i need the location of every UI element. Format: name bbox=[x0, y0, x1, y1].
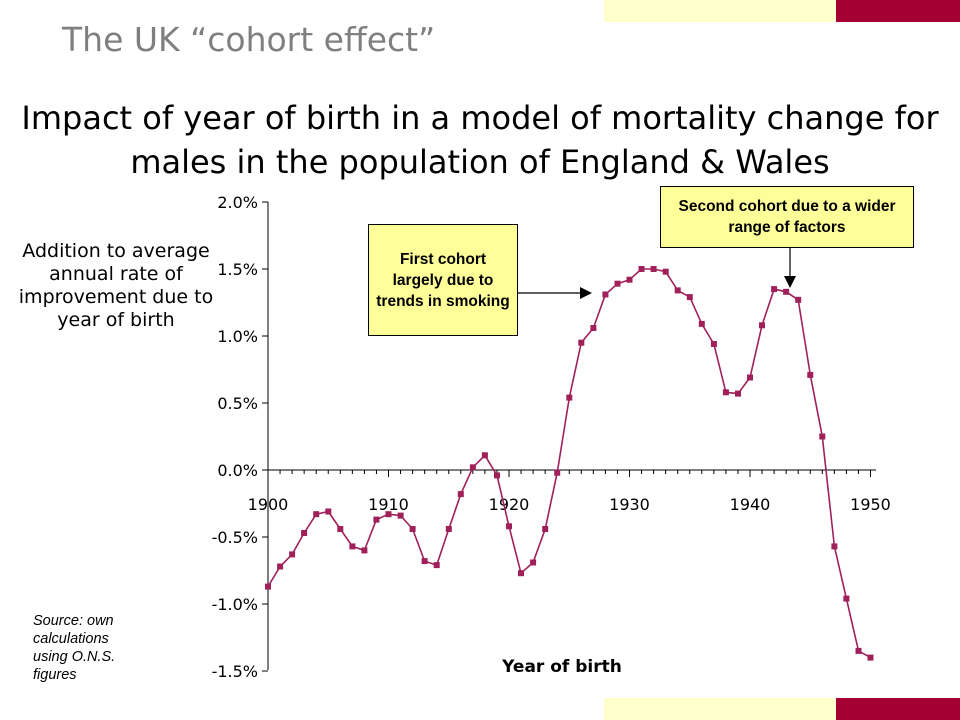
data-point bbox=[650, 266, 657, 272]
data-point bbox=[397, 512, 404, 519]
data-point bbox=[566, 394, 573, 401]
y-tick-label: 2.0% bbox=[217, 193, 258, 212]
data-point bbox=[674, 287, 681, 294]
data-point bbox=[578, 339, 585, 346]
decor-band-maroon-bottom bbox=[836, 698, 960, 720]
data-point bbox=[542, 526, 549, 532]
y-tick-label: -0.5% bbox=[212, 528, 258, 547]
data-point bbox=[686, 294, 693, 301]
data-point bbox=[313, 511, 320, 518]
series-cohort-effect bbox=[265, 266, 874, 661]
data-point bbox=[710, 341, 717, 347]
x-tick-label: 1930 bbox=[609, 495, 650, 514]
data-point bbox=[626, 276, 633, 283]
data-point bbox=[759, 322, 765, 329]
data-point bbox=[843, 595, 850, 602]
data-point bbox=[277, 563, 284, 570]
y-tick-label: 1.0% bbox=[217, 327, 258, 346]
data-point bbox=[518, 570, 524, 577]
x-tick-label: 1940 bbox=[730, 495, 771, 514]
data-point bbox=[795, 296, 802, 303]
decor-band-maroon-top bbox=[836, 0, 960, 22]
data-point bbox=[325, 508, 332, 515]
data-point bbox=[614, 280, 621, 287]
callout-second-cohort: Second cohort due to a wider range of fa… bbox=[660, 186, 914, 248]
callout-first-cohort: First cohort largely due to trends in sm… bbox=[368, 224, 518, 336]
data-point bbox=[361, 547, 368, 554]
data-point bbox=[867, 654, 874, 661]
y-tick-label: 1.5% bbox=[217, 260, 258, 279]
y-tick-label: 0.5% bbox=[217, 394, 258, 413]
x-tick-label: 1950 bbox=[850, 495, 891, 514]
data-point bbox=[638, 266, 645, 272]
data-point bbox=[831, 543, 838, 550]
series-line bbox=[267, 268, 871, 659]
y-axis-label: Addition to average annual rate of impro… bbox=[18, 240, 214, 331]
slide-title: The UK “cohort effect” bbox=[62, 20, 436, 59]
decor-band-cream-top bbox=[604, 0, 836, 22]
data-point bbox=[337, 526, 344, 532]
data-point bbox=[530, 559, 537, 566]
x-tick-label: 1910 bbox=[368, 495, 409, 514]
arrow-first-cohort-head bbox=[580, 287, 592, 299]
data-point bbox=[445, 526, 452, 532]
data-point bbox=[722, 389, 729, 396]
data-point bbox=[481, 452, 488, 459]
data-point bbox=[819, 433, 826, 440]
source-note: Source: own calculations using O.N.S. fi… bbox=[33, 613, 116, 683]
data-point bbox=[409, 526, 416, 532]
y-tick-label: 0.0% bbox=[217, 461, 258, 480]
data-point bbox=[433, 562, 440, 569]
data-point bbox=[373, 516, 380, 523]
data-point bbox=[662, 268, 669, 275]
data-point bbox=[771, 286, 778, 293]
y-tick-label: -1.0% bbox=[212, 595, 258, 614]
data-point bbox=[469, 464, 476, 471]
data-point bbox=[554, 469, 561, 476]
data-point bbox=[855, 647, 862, 654]
data-point bbox=[698, 320, 705, 327]
data-point bbox=[735, 390, 741, 397]
data-point bbox=[385, 511, 392, 518]
callout-arrows bbox=[518, 248, 796, 299]
y-tick-label: -1.5% bbox=[212, 662, 258, 681]
data-point bbox=[457, 491, 464, 498]
axes: 2.0% 1.5% 1.0% 0.5% 0.0% -0.5% -1.0% -1.5% 1900 1… bbox=[212, 193, 891, 681]
data-point bbox=[421, 558, 428, 565]
arrow-second-cohort-head bbox=[784, 276, 796, 288]
data-point bbox=[807, 371, 814, 378]
x-axis-label: Year of birth bbox=[501, 657, 622, 677]
data-point bbox=[301, 530, 308, 536]
data-point bbox=[349, 543, 356, 550]
data-point bbox=[783, 288, 790, 295]
data-point bbox=[494, 472, 500, 479]
data-point bbox=[265, 583, 271, 590]
data-point bbox=[506, 523, 512, 530]
chart-title: Impact of year of birth in a model of mo… bbox=[21, 99, 939, 181]
data-point bbox=[747, 374, 753, 381]
x-tick-label: 1920 bbox=[489, 495, 530, 514]
data-point bbox=[602, 291, 609, 298]
decor-band-cream-bottom bbox=[604, 698, 836, 720]
data-point bbox=[289, 551, 296, 558]
data-point bbox=[590, 325, 597, 331]
x-tick-label: 1900 bbox=[248, 495, 289, 514]
